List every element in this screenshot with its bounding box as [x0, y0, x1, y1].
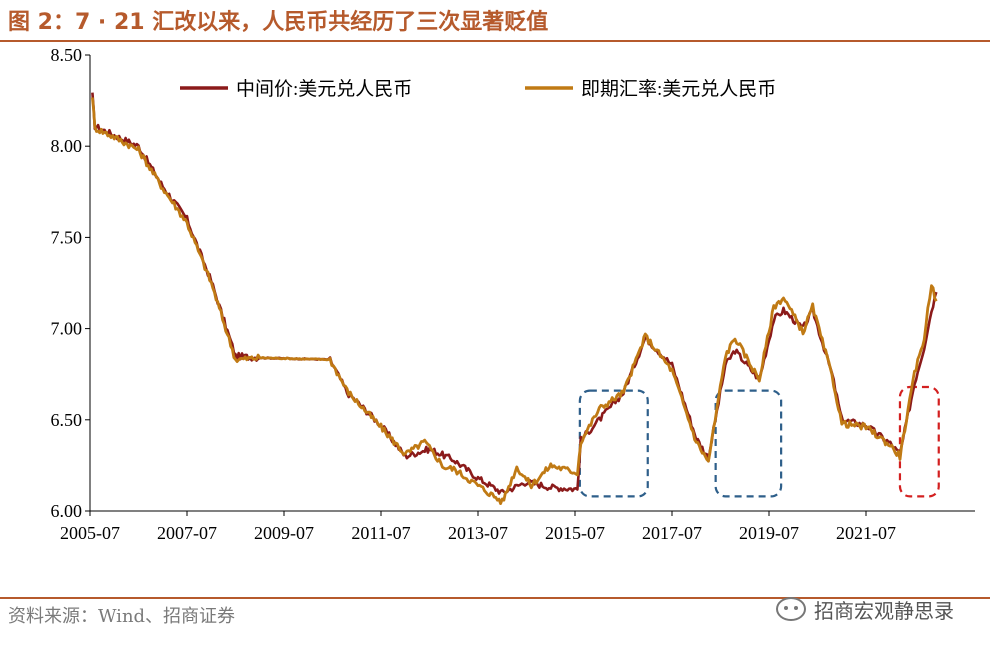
highlight-boxes	[578, 385, 940, 498]
series-line-2	[91, 97, 938, 505]
x-tick-label: 2017-07	[642, 523, 702, 543]
x-tick-label: 2007-07	[157, 523, 217, 543]
legend-label-1: 中间价:美元兑人民币	[236, 78, 412, 100]
series-line-1	[91, 92, 938, 495]
figure-title: 图 2：7 · 21 汇改以来，人民币共经历了三次显著贬值	[8, 10, 549, 35]
wechat-icon	[776, 597, 806, 621]
y-tick-label: 8.00	[51, 136, 83, 156]
x-tick-label: 2019-07	[739, 523, 799, 543]
footer-rule	[0, 597, 990, 599]
x-tick-label: 2013-07	[448, 523, 508, 543]
title-rule	[0, 40, 990, 42]
y-tick-label: 7.00	[51, 319, 83, 339]
highlight-box-1	[578, 389, 649, 498]
y-tick-label: 6.50	[51, 410, 83, 430]
highlight-box-2	[714, 389, 783, 498]
watermark: 招商宏观静思录	[776, 594, 954, 624]
x-tick-label: 2009-07	[254, 523, 314, 543]
x-tick-label: 2005-07	[60, 523, 120, 543]
y-tick-label: 6.00	[51, 501, 83, 521]
x-tick-label: 2011-07	[351, 523, 410, 543]
source-note: 资料来源：Wind、招商证券	[8, 606, 236, 627]
y-tick-label: 7.50	[51, 227, 83, 247]
x-tick-label: 2015-07	[545, 523, 605, 543]
chart-axes: 6.00 6.50 7.00 7.50 8.00 8.50 2005-07 2007-07 20…	[51, 45, 975, 543]
legend-label-2: 即期汇率:美元兑人民币	[581, 78, 776, 100]
watermark-label: 招商宏观静思录	[814, 598, 954, 623]
series-lines	[91, 92, 938, 505]
chart-legend: 中间价:美元兑人民币 即期汇率:美元兑人民币	[180, 78, 776, 100]
y-tick-label: 8.50	[51, 45, 83, 65]
x-tick-label: 2021-07	[836, 523, 896, 543]
highlight-box-3	[898, 385, 940, 498]
